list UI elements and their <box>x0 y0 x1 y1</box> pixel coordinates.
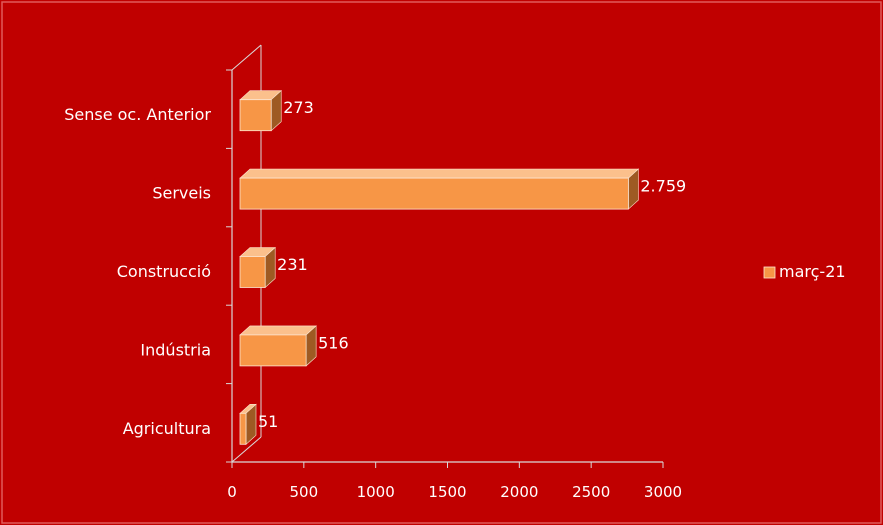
bar <box>239 256 266 288</box>
data-label: 273 <box>283 98 314 117</box>
category-label: Sense oc. Anterior <box>64 105 211 124</box>
x-tick-label: 0 <box>227 483 237 501</box>
legend-swatch <box>763 266 776 279</box>
bar-top-face <box>239 168 640 179</box>
x-tick-label: 1000 <box>357 483 395 501</box>
axis-depth-top <box>231 44 262 71</box>
category-label: Construcció <box>117 262 211 281</box>
x-tick-label: 2000 <box>500 483 538 501</box>
bar <box>239 177 629 210</box>
bar <box>239 412 247 445</box>
axis-depth-bottom <box>231 436 262 463</box>
bar <box>239 334 307 367</box>
legend-label: març-21 <box>779 262 846 281</box>
data-label: 2.759 <box>640 177 686 196</box>
x-tick-label: 1500 <box>428 483 466 501</box>
category-label: Serveis <box>152 184 211 203</box>
value-labels: 273 2.759 231 516 51 <box>258 98 686 431</box>
x-tick-label: 3000 <box>644 483 682 501</box>
x-tick-label: 500 <box>290 483 319 501</box>
data-label: 231 <box>277 255 308 274</box>
bar-top-face <box>239 325 317 336</box>
data-label: 516 <box>318 333 349 352</box>
bar <box>239 99 272 132</box>
category-label: Agricultura <box>123 419 211 438</box>
category-label: Indústria <box>140 340 211 359</box>
category-labels: Sense oc. Anterior Serveis Construcció Indú… <box>64 105 211 438</box>
data-label: 51 <box>258 412 278 431</box>
x-tick-label: 2500 <box>572 483 610 501</box>
legend: març-21 <box>763 262 846 281</box>
bars-group <box>239 90 640 445</box>
x-tick-labels: 0 500 1000 1500 2000 2500 3000 <box>227 483 682 501</box>
